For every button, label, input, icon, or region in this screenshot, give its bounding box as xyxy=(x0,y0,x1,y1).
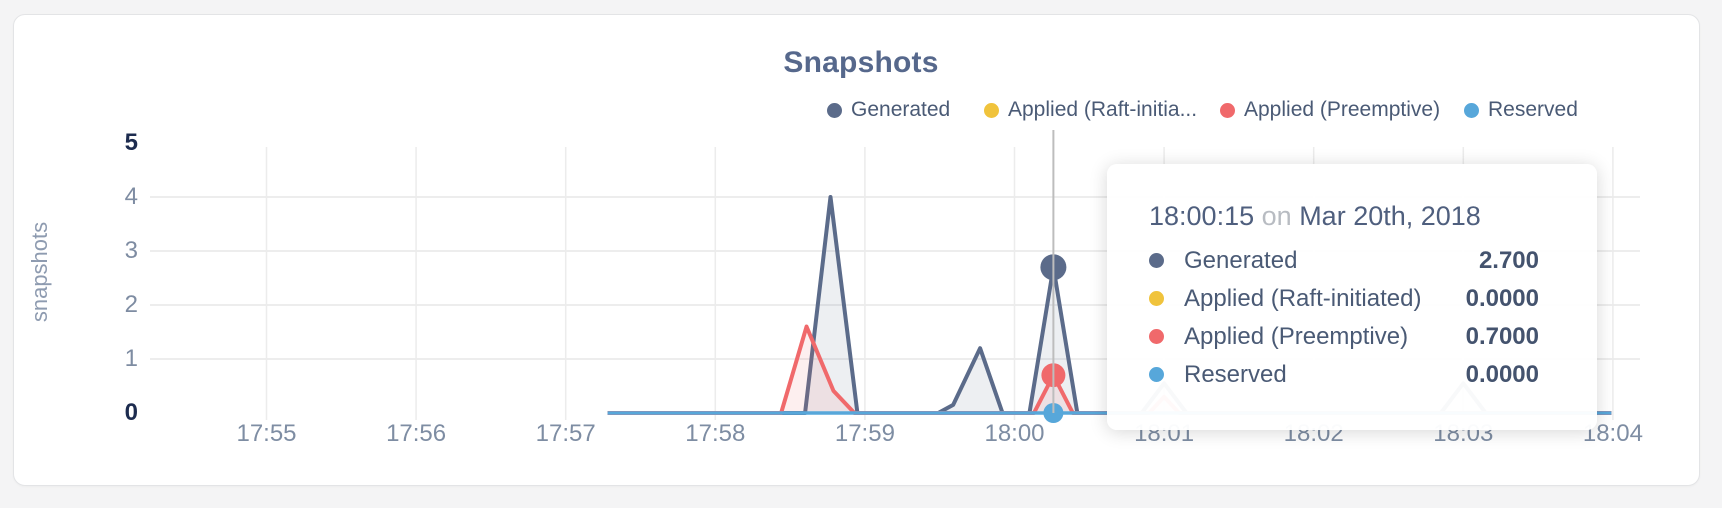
y-tick-label-4: 4 xyxy=(124,183,138,210)
tooltip-row-applied-raft-initiated: Applied (Raft-initiated) 0.0000 xyxy=(1149,284,1539,312)
y-tick-label-5: 5 xyxy=(124,129,138,156)
tooltip-series-label: Reserved xyxy=(1184,360,1287,388)
tooltip-date: Mar 20th, 2018 xyxy=(1299,201,1481,231)
x-tick-label-17-58: 17:58 xyxy=(685,420,746,447)
legend-item-applied-preemptive[interactable]: Applied (Preemptive) xyxy=(1220,97,1440,123)
legend-item-label: Applied (Raft-initia... xyxy=(1008,98,1198,121)
x-tick-label-18-00: 18:00 xyxy=(984,420,1045,447)
legend-item-label: Applied (Preemptive) xyxy=(1244,98,1441,121)
hover-tooltip: 18:00:15 on Mar 20th, 2018 Generated 2.70… xyxy=(1107,164,1597,430)
legend-dot-icon xyxy=(984,102,999,118)
x-tick-label-17-57: 17:57 xyxy=(535,420,596,447)
x-tick-label-17-56: 17:56 xyxy=(386,420,447,447)
tooltip-row-applied-preemptive: Applied (Preemptive) 0.7000 xyxy=(1149,322,1539,350)
y-tick-label-1: 1 xyxy=(124,345,138,372)
x-tick-label-17-59: 17:59 xyxy=(834,420,895,447)
legend-item-reserved[interactable]: Reserved xyxy=(1464,97,1578,123)
legend-item-applied-raft-initia[interactable]: Applied (Raft-initia... xyxy=(984,97,1197,123)
y-tick-label-2: 2 xyxy=(124,291,138,318)
tooltip-timestamp: 18:00:15 on Mar 20th, 2018 xyxy=(1149,200,1539,232)
x-tick-label-17-55: 17:55 xyxy=(236,420,297,447)
tooltip-connector: on xyxy=(1261,201,1292,231)
tooltip-series-label: Generated xyxy=(1184,246,1298,274)
chart-title: Snapshots xyxy=(783,46,939,79)
tooltip-series-value: 0.0000 xyxy=(1465,360,1539,388)
legend-item-label: Reserved xyxy=(1488,98,1578,121)
tooltip-series-dot-icon xyxy=(1149,253,1164,268)
legend-item-label: Generated xyxy=(851,98,951,121)
tooltip-row-generated: Generated 2.700 xyxy=(1149,246,1539,274)
legend-dot-icon xyxy=(827,102,842,118)
tooltip-series-value: 2.700 xyxy=(1478,246,1539,274)
tooltip-series-dot-icon xyxy=(1149,291,1164,306)
tooltip-series-label: Applied (Raft-initiated) xyxy=(1184,284,1422,312)
legend-dot-icon xyxy=(1464,102,1479,118)
y-tick-label-0: 0 xyxy=(124,399,138,426)
tooltip-row-reserved: Reserved 0.0000 xyxy=(1149,360,1539,388)
tooltip-series-dot-icon xyxy=(1149,329,1164,344)
tooltip-time: 18:00:15 xyxy=(1149,201,1255,231)
legend-item-generated[interactable]: Generated xyxy=(827,97,950,123)
tooltip-series-dot-icon xyxy=(1149,367,1164,382)
y-tick-label-3: 3 xyxy=(124,237,138,264)
tooltip-series-label: Applied (Preemptive) xyxy=(1184,322,1409,350)
tooltip-series-value: 0.0000 xyxy=(1465,284,1539,312)
tooltip-series-value: 0.7000 xyxy=(1465,322,1539,350)
legend-dot-icon xyxy=(1220,102,1235,118)
series-area-applied-preemptive xyxy=(607,326,1612,413)
